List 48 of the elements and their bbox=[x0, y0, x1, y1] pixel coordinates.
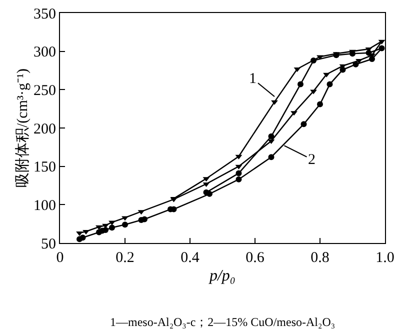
x-tick-label: 0.4 bbox=[180, 250, 200, 266]
x-axis-title: p/p₀ bbox=[208, 268, 236, 285]
point bbox=[122, 216, 128, 221]
point bbox=[96, 225, 102, 230]
point bbox=[316, 55, 324, 60]
y-tick-label: 100 bbox=[34, 198, 56, 214]
point bbox=[298, 81, 304, 88]
point bbox=[268, 133, 274, 140]
point bbox=[268, 154, 274, 160]
y-axis-title: 吸附体积/(cm³·g⁻¹) bbox=[14, 68, 31, 188]
annotation: 2 bbox=[308, 152, 316, 168]
y-tick-label: 350 bbox=[34, 6, 56, 22]
point bbox=[317, 101, 323, 108]
y-tick-label: 300 bbox=[34, 44, 56, 61]
point bbox=[326, 81, 333, 88]
point bbox=[356, 59, 362, 64]
point bbox=[310, 90, 317, 94]
point bbox=[271, 100, 278, 105]
x-tick-label: 0 bbox=[56, 250, 64, 266]
point bbox=[80, 234, 86, 241]
point bbox=[142, 216, 148, 222]
point bbox=[340, 66, 346, 73]
x-tick-label: 0.2 bbox=[116, 250, 134, 266]
point bbox=[310, 58, 316, 64]
point bbox=[76, 232, 83, 236]
annotation: 1 bbox=[249, 71, 256, 87]
point bbox=[236, 170, 242, 176]
y-tick-label: 200 bbox=[34, 121, 56, 138]
y-tick-label: 150 bbox=[34, 160, 56, 176]
point bbox=[369, 56, 375, 62]
point bbox=[109, 224, 115, 231]
point bbox=[366, 50, 372, 56]
x-tick-label: 0.8 bbox=[310, 250, 330, 266]
point bbox=[102, 226, 108, 233]
text: 1—meso-Al₂O₃-c；2—15% CuO/meso-Al₂O₃ bbox=[110, 315, 336, 329]
y-tick-label: 250 bbox=[34, 82, 56, 99]
y-tick-label: 50 bbox=[41, 236, 56, 252]
point bbox=[236, 176, 242, 182]
point bbox=[378, 40, 385, 44]
point bbox=[122, 222, 128, 228]
point bbox=[323, 72, 330, 78]
point bbox=[352, 61, 359, 68]
x-tick-label: 0.6 bbox=[246, 250, 265, 266]
x-tick-label: 1.0 bbox=[376, 250, 394, 266]
point bbox=[378, 45, 385, 52]
point bbox=[290, 111, 298, 116]
point bbox=[203, 189, 210, 196]
point bbox=[300, 121, 307, 128]
